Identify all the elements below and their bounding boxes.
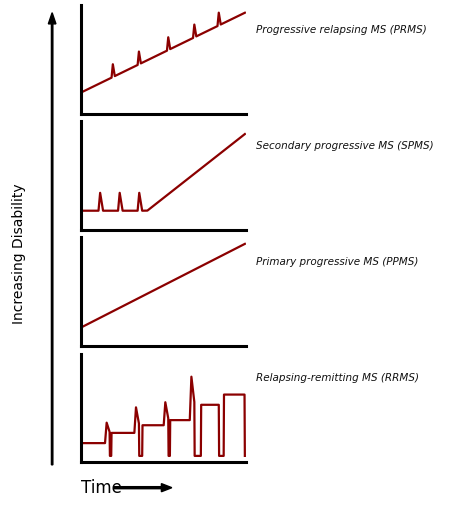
Text: Progressive relapsing MS (PRMS): Progressive relapsing MS (PRMS)	[256, 24, 427, 35]
Text: Time: Time	[81, 479, 121, 497]
Text: Relapsing-remitting MS (RRMS): Relapsing-remitting MS (RRMS)	[256, 373, 419, 383]
Text: Increasing Disability: Increasing Disability	[12, 184, 26, 324]
Text: Secondary progressive MS (SPMS): Secondary progressive MS (SPMS)	[256, 141, 434, 151]
Text: Primary progressive MS (PPMS): Primary progressive MS (PPMS)	[256, 257, 419, 267]
